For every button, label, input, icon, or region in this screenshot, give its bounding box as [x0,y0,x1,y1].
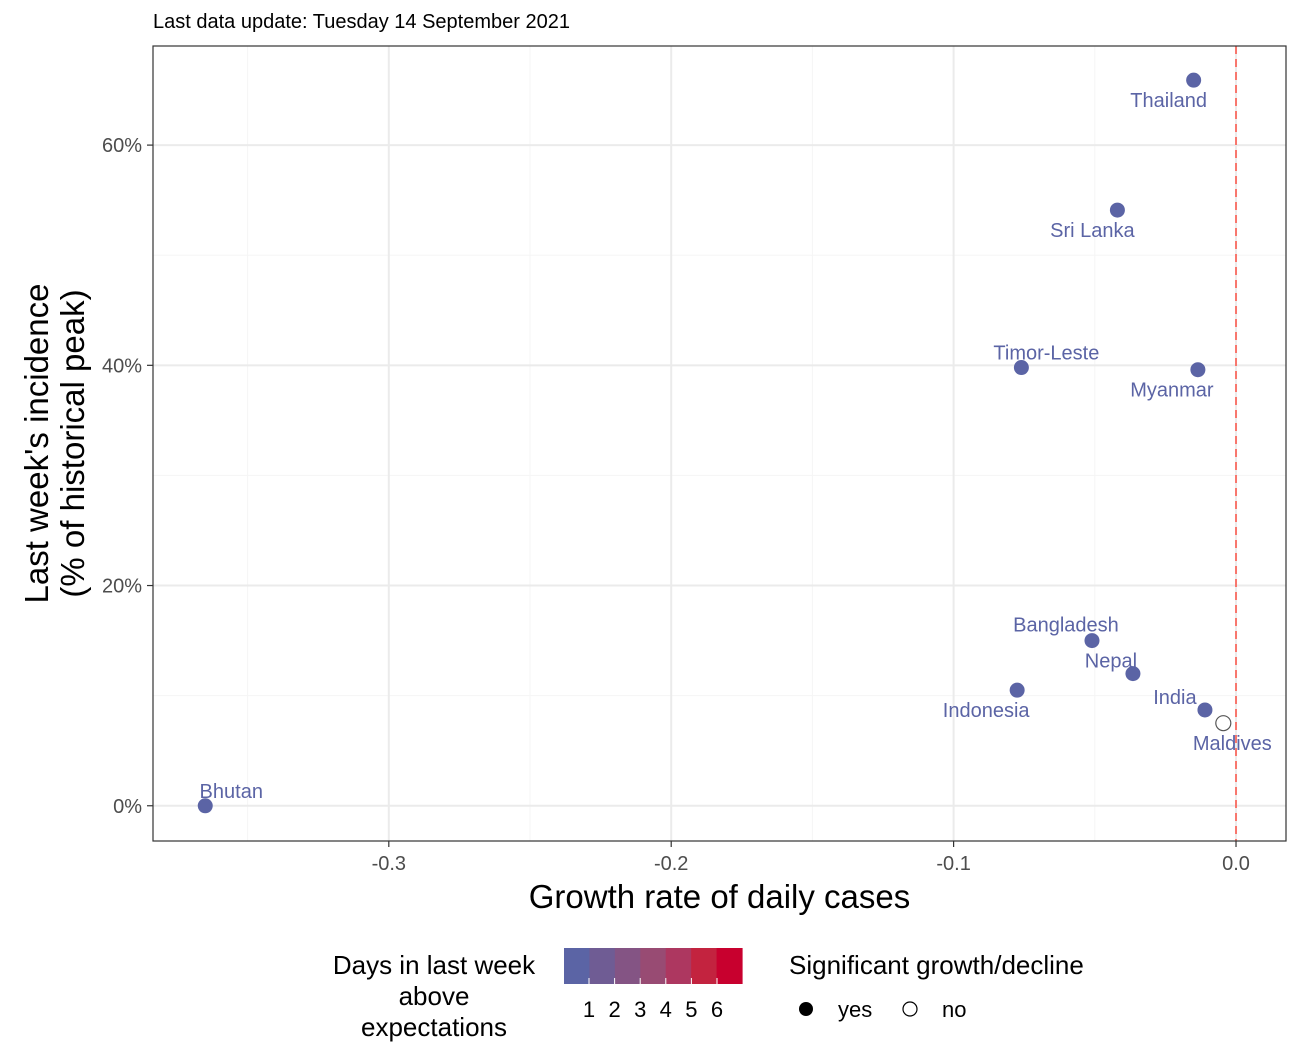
data-point [1084,633,1100,649]
x-tick-label: -0.2 [654,853,688,875]
grid-lines [153,46,1286,841]
panel-border [152,45,1287,842]
color-legend-segment [716,948,743,984]
data-point [1009,682,1025,698]
chart-subtitle: Last data update: Tuesday 14 September 2… [153,11,570,33]
x-tick-label: -0.3 [372,853,406,875]
shape-legend-yes-key [799,1002,813,1016]
data-point [1215,715,1232,732]
y-tick-label: 0% [113,796,142,818]
point-label: Myanmar [1130,380,1214,402]
color-legend-tick-label: 2 [608,997,620,1022]
color-legend-tick-label: 1 [583,997,595,1022]
y-axis-title-line1: Last week's incidence [18,284,55,604]
color-legend-segment [589,948,616,984]
x-tick-label: -0.1 [936,853,970,875]
color-legend-tick-label: 4 [660,997,672,1022]
shape-legend-yes-label: yes [838,997,872,1022]
data-points [197,72,1232,814]
point-label: Indonesia [943,700,1031,722]
axis-ticks: -0.3 -0.2 -0.1 0.0 0% 20% 40% 60% [102,135,1250,875]
point-label: Thailand [1130,90,1207,112]
point-label: India [1153,687,1197,709]
point-label: Sri Lanka [1050,220,1135,242]
color-legend-tick-label: 5 [685,997,697,1022]
color-legend-title-line3: expectations [361,1012,507,1042]
shape-legend-no-label: no [942,997,966,1022]
data-point [1190,362,1206,378]
shape-legend-title: Significant growth/decline [789,950,1084,980]
color-legend-segment [691,948,718,984]
point-labels: Thailand Sri Lanka Timor-Leste Myanmar Bangl… [200,90,1272,803]
data-point [1186,72,1202,88]
color-legend-bar [564,948,743,984]
point-label: Timor-Leste [993,343,1099,365]
x-tick-label: 0.0 [1222,853,1250,875]
color-legend-segment [614,948,641,984]
x-axis-title: Growth rate of daily cases [529,878,911,915]
color-legend-title-line2: above [399,981,470,1011]
data-point [1109,202,1125,218]
point-label: Nepal [1085,651,1137,673]
color-legend-segment [564,948,591,984]
y-tick-label: 40% [102,355,142,377]
color-legend-segment [640,948,667,984]
y-axis-title: Last week's incidence (% of historical p… [18,284,91,604]
shape-legend-no-key [902,1001,918,1017]
color-legend-tick-label: 3 [634,997,646,1022]
data-point [197,798,213,814]
color-legend-segment [665,948,692,984]
data-point [1013,360,1029,376]
color-legend-title-line1: Days in last week [333,950,536,980]
y-tick-label: 60% [102,135,142,157]
color-legend-tick-label: 6 [711,997,723,1022]
data-point [1125,666,1141,682]
y-axis-title-line2: (% of historical peak) [54,289,91,597]
y-tick-label: 20% [102,576,142,598]
point-label: Bangladesh [1013,615,1119,637]
point-label: Bhutan [200,781,263,803]
point-label: Maldives [1193,733,1272,755]
data-point [1197,702,1213,718]
